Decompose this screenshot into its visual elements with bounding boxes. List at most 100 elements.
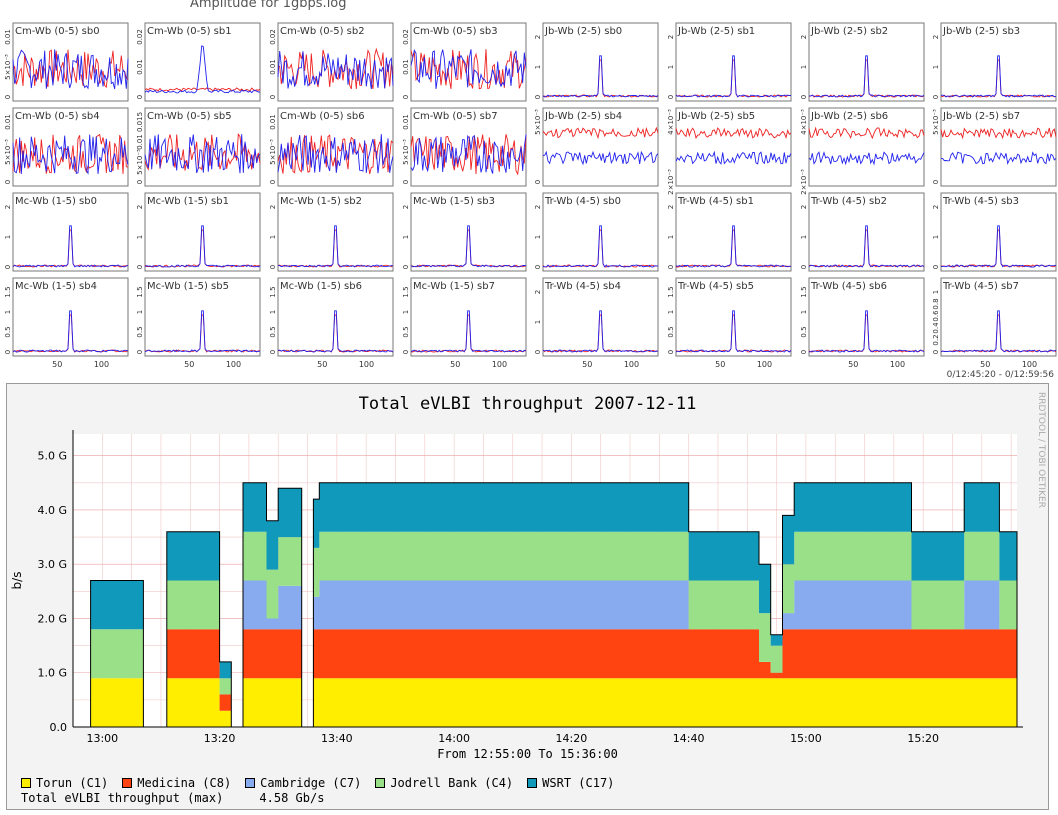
amplitude-series xyxy=(277,225,394,268)
amplitude-series xyxy=(410,134,527,174)
panel-label: Jb-Wb (2-5) sb5 xyxy=(677,111,755,122)
x-tick-label: 100 xyxy=(226,360,241,369)
amplitude-series xyxy=(675,127,792,140)
x-tick-label: 15:00 xyxy=(790,732,822,745)
panel-label: Jb-Wb (2-5) sb6 xyxy=(810,111,888,122)
y-tick-label: 0.4 xyxy=(932,322,940,334)
max-label: Total eVLBI throughput (max) xyxy=(21,791,224,805)
y-tick-label: 2 xyxy=(932,205,940,209)
area-series xyxy=(73,678,1017,727)
amplitude-series xyxy=(808,314,925,353)
y-tick-label: 0.01 xyxy=(402,114,410,130)
y-tick-label: 1 xyxy=(667,235,675,239)
x-tick-label: 100 xyxy=(757,360,772,369)
y-tick-label: 0 xyxy=(932,265,940,269)
amplitude-panel: Tr-Wb (4-5) sb2 0 1 2 xyxy=(800,192,925,272)
amplitude-panel: Cm-Wb (0-5) sb5 0 5×10⁻³0.01 0.015 xyxy=(136,107,261,187)
panel-label: Mc-Wb (1-5) sb2 xyxy=(280,196,362,207)
amplitude-panel: Jb-Wb (2-5) sb1 0 1 2 xyxy=(667,22,792,102)
y-tick-label: 1.5 xyxy=(4,286,12,297)
y-tick-label: 0.8 xyxy=(932,298,940,309)
y-tick-label: 1 xyxy=(667,310,675,314)
x-tick-label: 13:20 xyxy=(204,732,236,745)
y-tick-label: 0 xyxy=(4,180,12,184)
amplitude-panel: Mc-Wb (1-5) sb7 0 0.5 1 1.5 50 100 xyxy=(402,277,527,369)
amplitude-series xyxy=(12,134,129,175)
x-tick-label: 100 xyxy=(492,360,507,369)
legend-swatch xyxy=(375,778,386,788)
area-series xyxy=(73,629,1017,727)
y-tick-label: 0 xyxy=(136,180,144,184)
legend-item: Cambridge (C7) xyxy=(245,776,361,790)
panel-label: Tr-Wb (4-5) sb5 xyxy=(677,281,754,292)
y-tick-label: 0 xyxy=(402,265,410,269)
legend-item: WSRT (C17) xyxy=(527,776,614,790)
amplitude-panel: Jb-Wb (2-5) sb6 2×10⁻³ 4×10⁻³ xyxy=(800,107,925,195)
y-tick-label: 2.0 G xyxy=(37,612,67,625)
panel-label: Mc-Wb (1-5) sb0 xyxy=(15,196,97,207)
legend-swatch xyxy=(122,778,133,788)
y-tick-label: 0 xyxy=(269,180,277,184)
amplitude-panel: Jb-Wb (2-5) sb7 0 5×10⁻³ xyxy=(932,107,1057,187)
legend-label: Medicina (C8) xyxy=(137,776,232,790)
y-tick-label: 0 xyxy=(136,350,144,354)
panel-frame xyxy=(675,107,792,187)
amplitude-series xyxy=(675,229,792,268)
panel-label: Jb-Wb (2-5) sb3 xyxy=(942,26,1020,37)
panel-frame xyxy=(144,192,261,272)
panel-label: Jb-Wb (2-5) sb1 xyxy=(677,26,755,37)
legend-swatch xyxy=(245,778,256,788)
panel-frame xyxy=(940,107,1057,187)
y-tick-label: 0 xyxy=(269,95,277,99)
panel-frame xyxy=(808,107,925,187)
y-tick-label: 0 xyxy=(800,350,808,354)
panel-frame xyxy=(12,277,129,357)
panel-label: Mc-Wb (1-5) sb5 xyxy=(147,281,229,292)
y-tick-label: 5×10⁻³ xyxy=(932,109,940,135)
y-tick-label: 1 xyxy=(800,310,808,314)
y-tick-label: 2 xyxy=(800,35,808,39)
panel-frame xyxy=(808,22,925,102)
y-tick-label: 0 xyxy=(136,265,144,269)
amplitude-panel: Mc-Wb (1-5) sb5 0 0.5 1 1.5 50 100 xyxy=(136,277,261,369)
y-tick-label: 5×10⁻³ xyxy=(4,139,12,165)
panel-frame xyxy=(277,22,394,102)
y-tick-label: 0 xyxy=(402,180,410,184)
panel-frame xyxy=(675,192,792,272)
amplitude-panel: Cm-Wb (0-5) sb4 0 5×10⁻³ 0.01 xyxy=(4,107,129,187)
y-tick-label: 0 xyxy=(402,95,410,99)
amplitude-panel: Mc-Wb (1-5) sb2 0 1 2 xyxy=(269,192,394,272)
throughput-chart: 0.0 1.0 G 2.0 G 3.0 G 4.0 G 5.0 G 13:00 13:20 13… xyxy=(10,430,1023,745)
y-tick-label: 0 xyxy=(534,265,542,269)
y-tick-label: 0 xyxy=(269,265,277,269)
amplitude-series xyxy=(277,50,394,90)
amplitude-panel: Cm-Wb (0-5) sb1 0 0.01 0.02 xyxy=(136,22,261,102)
amplitude-panel: Jb-Wb (2-5) sb2 0 1 2 xyxy=(800,22,925,102)
amplitude-series xyxy=(410,310,527,353)
x-tick-label: 14:40 xyxy=(673,732,705,745)
panel-frame xyxy=(144,277,261,357)
panel-label: Mc-Wb (1-5) sb6 xyxy=(280,281,362,292)
panel-label: Cm-Wb (0-5) sb1 xyxy=(147,26,232,37)
panel-label: Mc-Wb (1-5) sb7 xyxy=(413,281,495,292)
legend-swatch xyxy=(21,778,31,788)
x-tick-label: 50 xyxy=(52,360,62,369)
amplitude-panel: Jb-Wb (2-5) sb3 0 1 2 xyxy=(932,22,1057,102)
y-tick-label: 2 xyxy=(667,35,675,39)
chart-legend: Torun (C1) Medicina (C8) Cambridge (C7) Jod… xyxy=(21,776,614,790)
amplitude-panel: Mc-Wb (1-5) sb4 0 0.5 1 1.5 50 100 xyxy=(4,277,129,369)
legend-label: Jodrell Bank (C4) xyxy=(390,776,514,790)
y-tick-label: 2 xyxy=(534,35,542,39)
y-tick-label: 0.01 xyxy=(269,59,277,75)
y-tick-label: 2 xyxy=(800,205,808,209)
total-outline xyxy=(73,482,1018,728)
amplitude-panel: Tr-Wb (4-5) sb6 0 0.5 1 1.5 50 100 xyxy=(800,277,925,369)
y-tick-label: 0.01 xyxy=(136,59,144,75)
panel-frame xyxy=(542,22,659,102)
amplitude-panel: Mc-Wb (1-5) sb0 0 1 2 xyxy=(4,192,129,272)
y-tick-label: 1.5 xyxy=(136,286,144,297)
legend-label: Cambridge (C7) xyxy=(260,776,362,790)
amplitude-series xyxy=(940,225,1057,268)
x-tick-label: 14:20 xyxy=(556,732,588,745)
amplitude-series xyxy=(144,45,260,94)
